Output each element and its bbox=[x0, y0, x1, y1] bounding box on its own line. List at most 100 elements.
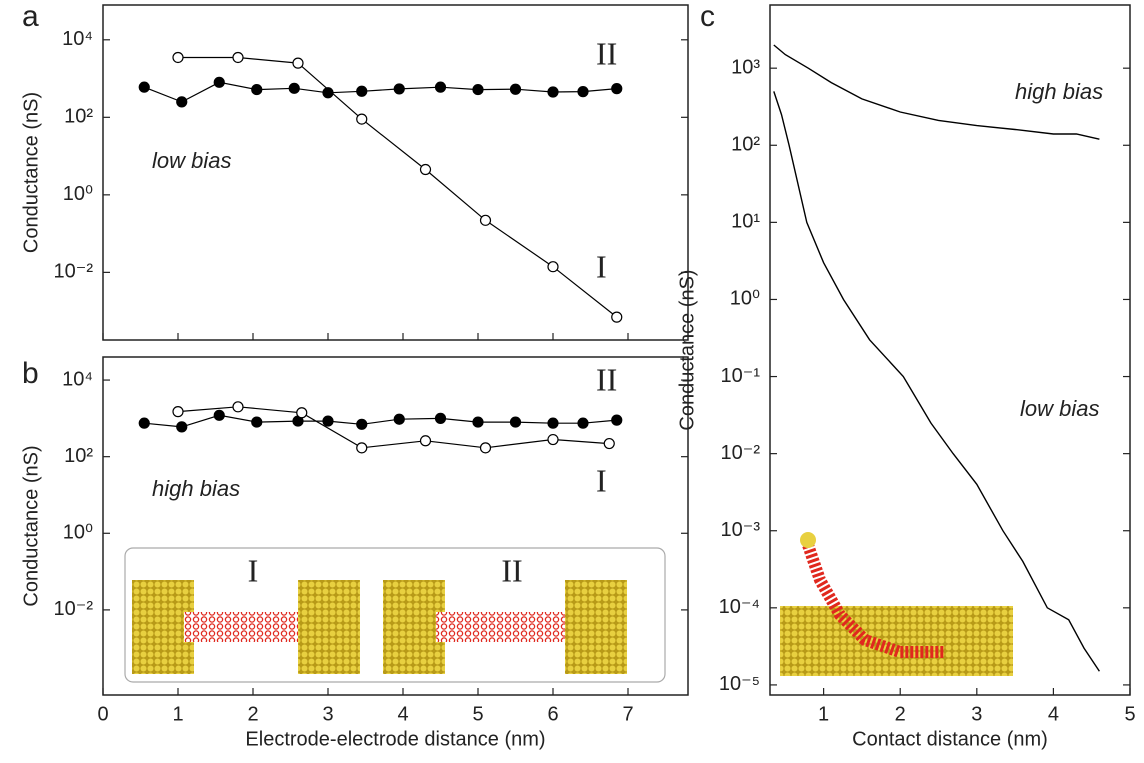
y-tick-label: 10² bbox=[64, 445, 93, 467]
series-label: I bbox=[596, 462, 607, 498]
data-point bbox=[176, 421, 188, 433]
series-label: II bbox=[596, 35, 617, 71]
inset-c bbox=[780, 532, 1013, 676]
series-line bbox=[773, 44, 1100, 140]
data-point bbox=[603, 437, 615, 450]
inset-label: I bbox=[248, 552, 259, 588]
x-tick-label: 7 bbox=[622, 703, 633, 725]
y-tick-label: 10⁻² bbox=[54, 261, 94, 283]
data-point bbox=[172, 51, 184, 64]
data-point bbox=[547, 86, 559, 98]
x-tick-label: 2 bbox=[247, 703, 258, 725]
data-point bbox=[547, 261, 559, 273]
y-tick-label: 10¹ bbox=[731, 211, 760, 233]
data-point bbox=[138, 81, 150, 93]
panel-label: a bbox=[22, 0, 39, 33]
x-tick-label: 4 bbox=[397, 703, 408, 725]
x-tick-label: 4 bbox=[1048, 703, 1059, 725]
y-tick-label: 10⁻⁴ bbox=[719, 596, 760, 618]
y-tick-label: 10⁻² bbox=[721, 442, 761, 464]
data-point bbox=[292, 57, 304, 69]
annotation: low bias bbox=[152, 148, 231, 173]
data-point bbox=[176, 96, 188, 108]
plot-frame bbox=[102, 4, 689, 341]
y-tick-label: 10⁻² bbox=[54, 598, 94, 620]
data-point bbox=[577, 417, 589, 429]
x-tick-label: 3 bbox=[322, 703, 333, 725]
data-point bbox=[611, 414, 623, 426]
data-point bbox=[138, 417, 150, 429]
data-point bbox=[288, 82, 300, 94]
data-point bbox=[419, 163, 432, 176]
data-point bbox=[296, 407, 308, 419]
y-tick-label: 10⁻⁵ bbox=[719, 673, 760, 695]
data-point bbox=[611, 83, 623, 95]
data-point bbox=[509, 83, 522, 95]
data-point bbox=[356, 113, 368, 125]
data-point bbox=[393, 413, 405, 425]
data-point bbox=[232, 401, 244, 413]
data-point bbox=[172, 406, 184, 418]
x-axis-label: Contact distance (nm) bbox=[852, 728, 1048, 750]
x-axis-label: Electrode-electrode distance (nm) bbox=[245, 728, 545, 750]
y-tick-label: 10⁰ bbox=[63, 522, 93, 544]
data-point bbox=[356, 442, 368, 454]
data-point bbox=[509, 416, 522, 428]
data-point bbox=[393, 83, 405, 95]
y-tick-label: 10² bbox=[731, 134, 760, 156]
data-point bbox=[251, 416, 263, 428]
x-tick-label: 0 bbox=[97, 703, 108, 725]
series-line bbox=[144, 81, 617, 103]
series-line bbox=[144, 414, 617, 428]
data-point bbox=[356, 85, 368, 97]
inset-label: II bbox=[501, 552, 522, 588]
series-label: low bias bbox=[1020, 396, 1099, 421]
y-tick-label: 10⁰ bbox=[63, 183, 93, 205]
data-point bbox=[479, 442, 492, 454]
data-point bbox=[611, 311, 623, 323]
data-point bbox=[472, 416, 484, 428]
series-label: high bias bbox=[1015, 79, 1103, 104]
data-point bbox=[232, 51, 244, 64]
data-point bbox=[577, 86, 589, 98]
panel-label: c bbox=[700, 0, 715, 33]
y-tick-label: 10⁻³ bbox=[721, 519, 761, 541]
series-line bbox=[177, 406, 610, 449]
series-label: I bbox=[596, 248, 607, 284]
series-label: II bbox=[596, 361, 617, 397]
data-point bbox=[479, 214, 492, 226]
inset-b bbox=[124, 547, 666, 683]
data-point bbox=[472, 83, 484, 96]
y-tick-label: 10⁰ bbox=[730, 288, 760, 310]
x-tick-label: 2 bbox=[895, 703, 906, 725]
data-point bbox=[547, 417, 559, 429]
x-tick-label: 5 bbox=[1124, 703, 1135, 725]
data-point bbox=[213, 76, 225, 88]
data-point bbox=[322, 87, 334, 99]
panel-label: b bbox=[22, 357, 39, 390]
plot-frame bbox=[769, 4, 1131, 696]
y-tick-label: 10⁴ bbox=[62, 368, 93, 390]
y-tick-label: 10² bbox=[64, 106, 93, 128]
y-tick-label: 10³ bbox=[731, 56, 760, 78]
data-point bbox=[434, 81, 447, 93]
series-line bbox=[178, 56, 618, 318]
data-point bbox=[213, 409, 225, 421]
plot-frame bbox=[102, 356, 689, 696]
y-tick-label: 10⁻¹ bbox=[721, 365, 761, 387]
series-line bbox=[773, 91, 1100, 672]
data-point bbox=[251, 83, 263, 96]
x-tick-label: 1 bbox=[172, 703, 183, 725]
data-point bbox=[322, 415, 334, 427]
x-tick-label: 5 bbox=[472, 703, 483, 725]
data-point bbox=[434, 412, 447, 424]
x-tick-label: 3 bbox=[971, 703, 982, 725]
y-axis-label: Conductance (nS) bbox=[20, 92, 42, 253]
y-axis-label: Conductance (nS) bbox=[676, 269, 698, 430]
data-point bbox=[356, 418, 368, 430]
data-point bbox=[419, 435, 432, 447]
data-point bbox=[547, 433, 559, 446]
x-tick-label: 1 bbox=[818, 703, 829, 725]
y-axis-label: Conductance (nS) bbox=[20, 445, 42, 606]
